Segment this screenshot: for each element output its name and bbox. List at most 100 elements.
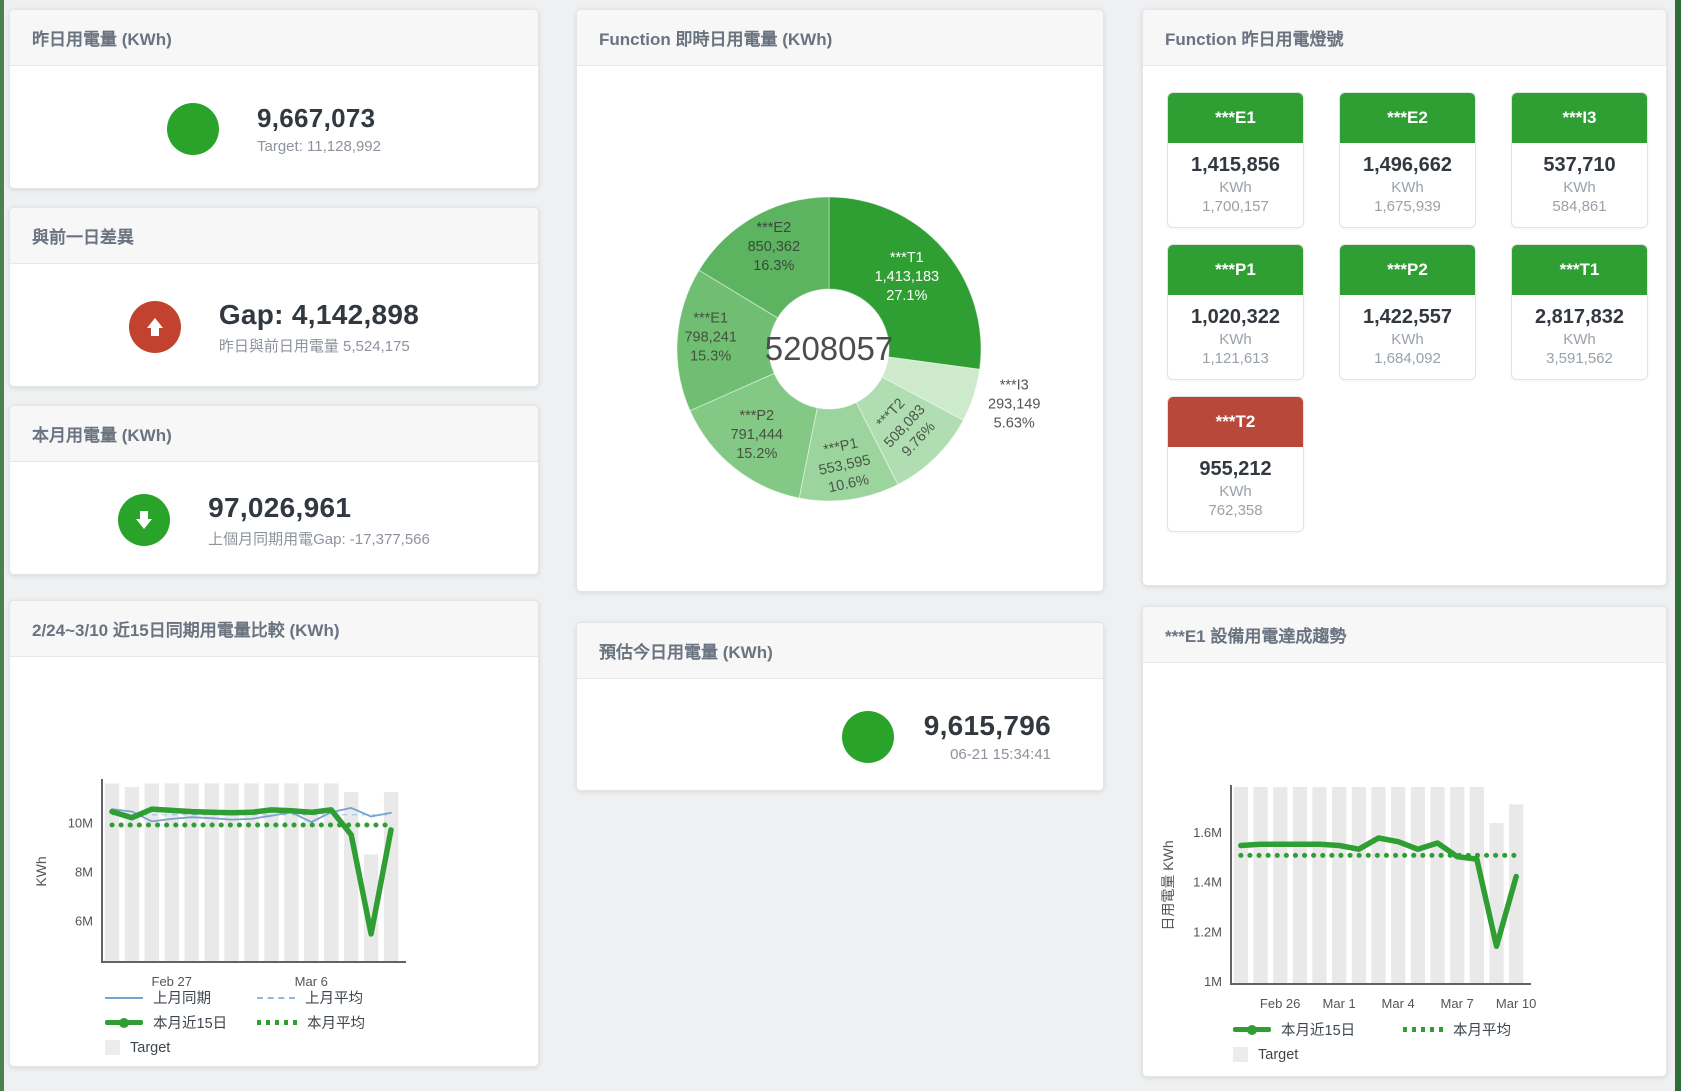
- status-tile[interactable]: ***T1 2,817,832 KWh 3,591,562: [1511, 244, 1648, 380]
- card-realtime-donut: Function 即時日用電量 (KWh) ***T1 1,413,183 27.1…: [576, 9, 1104, 592]
- compare-line-chart[interactable]: 6M 8M 10M Feb 27 Mar 6 KWh: [10, 657, 538, 1071]
- tile-value: 2,817,832: [1535, 306, 1624, 328]
- tile-target-value: 1,121,613: [1202, 350, 1269, 367]
- realtime-donut-chart[interactable]: ***T1 1,413,183 27.1%***I3 293,149 5.63%***T…: [577, 66, 1103, 595]
- card-title: 昨日用電量 (KWh): [10, 10, 538, 66]
- legend-swatch-square-gray: [105, 1040, 120, 1055]
- tile-unit: KWh: [1219, 179, 1252, 196]
- legend-label: Target: [130, 1039, 171, 1056]
- svg-text:1M: 1M: [1204, 974, 1222, 989]
- card-title: Function 即時日用電量 (KWh): [577, 10, 1103, 66]
- svg-text:Mar 4: Mar 4: [1382, 996, 1415, 1011]
- card-title: 預估今日用電量 (KWh): [577, 623, 1103, 679]
- legend-label: 本月近15日: [153, 1016, 228, 1032]
- svg-text:10M: 10M: [68, 816, 93, 831]
- legend-item[interactable]: Target: [105, 1037, 257, 1058]
- kpi-value: Gap: 4,142,898: [218, 298, 420, 330]
- status-circle-green: [167, 103, 219, 155]
- svg-text:1.4M: 1.4M: [1193, 875, 1222, 890]
- kpi-value: 97,026,961: [208, 491, 352, 523]
- legend-swatch-dot-green: [257, 1020, 297, 1025]
- svg-text:Feb 26: Feb 26: [1260, 996, 1300, 1011]
- e1-trend-line-chart[interactable]: 1M 1.2M 1.4M 1.6M Feb 26 Mar 1 Mar 4 Mar 7 Mar 1…: [1143, 663, 1666, 1081]
- tile-name: ***I3: [1512, 93, 1647, 143]
- compare-chart-legend: 上月同期 上月平均本月近15日 本月平均 Target: [105, 987, 365, 1058]
- tile-value: 1,415,856: [1191, 154, 1280, 176]
- legend-item[interactable]: 上月平均: [257, 987, 365, 1008]
- tile-unit: KWh: [1563, 179, 1596, 196]
- legend-item[interactable]: Target: [1233, 1044, 1403, 1065]
- svg-text:5208057: 5208057: [765, 330, 893, 367]
- svg-text:1.2M: 1.2M: [1193, 924, 1222, 939]
- legend-label: Target: [1258, 1046, 1299, 1063]
- svg-text:1.6M: 1.6M: [1193, 825, 1222, 840]
- legend-swatch-line-blue: [105, 996, 143, 999]
- card-e1-trend-chart: ***E1 設備用電達成趨勢 1M 1.2M 1.4M 1.6M Feb 26 Mar 1…: [1142, 606, 1667, 1077]
- legend-item[interactable]: 本月近15日: [1233, 1019, 1403, 1040]
- kpi-subtitle: 上個月同期用電Gap: -17,377,566: [208, 530, 430, 548]
- card-compare-chart: 2/24~3/10 近15日同期用電量比較 (KWh) 6M 8M 10M Feb 2…: [9, 600, 539, 1067]
- legend-item[interactable]: 本月平均: [1403, 1019, 1511, 1040]
- status-tile[interactable]: ***T2 955,212 KWh 762,358: [1167, 396, 1304, 532]
- card-title: 本月用電量 (KWh): [10, 406, 538, 462]
- status-circle-green: [841, 710, 894, 763]
- trend-chart-legend: 本月近15日 本月平均 Target: [1233, 1019, 1511, 1065]
- page-left-accent: [0, 0, 4, 1091]
- page-right-accent: [1675, 0, 1681, 1091]
- status-tile-grid: ***E1 1,415,856 KWh 1,700,157 ***E2 1,496,662…: [1143, 66, 1666, 558]
- tile-target-value: 1,684,092: [1374, 350, 1441, 367]
- legend-label: 本月近15日: [1281, 1023, 1356, 1039]
- kpi-subtitle: 昨日與前日用電量 5,524,175: [218, 337, 410, 355]
- legend-item[interactable]: 上月同期: [105, 987, 257, 1008]
- tile-target-value: 584,861: [1552, 198, 1607, 215]
- tile-value: 1,496,662: [1363, 154, 1452, 176]
- legend-swatch-square-gray: [1233, 1047, 1248, 1062]
- card-title: 與前一日差異: [10, 208, 538, 264]
- tile-name: ***P1: [1168, 245, 1303, 295]
- tile-unit: KWh: [1219, 483, 1252, 500]
- status-tile[interactable]: ***P1 1,020,322 KWh 1,121,613: [1167, 244, 1304, 380]
- status-tile[interactable]: ***E2 1,496,662 KWh 1,675,939: [1339, 92, 1476, 228]
- card-status-lights: Function 昨日用電燈號 ***E1 1,415,856 KWh 1,700,1…: [1142, 9, 1667, 586]
- tile-target-value: 762,358: [1208, 502, 1263, 519]
- tile-unit: KWh: [1391, 331, 1424, 348]
- kpi-timestamp: 06-21 15:34:41: [950, 746, 1051, 763]
- legend-swatch-dash-blue: [257, 996, 295, 999]
- legend-swatch-dot-green: [1403, 1027, 1443, 1032]
- svg-text:Mar 7: Mar 7: [1441, 996, 1474, 1011]
- status-tile[interactable]: ***E1 1,415,856 KWh 1,700,157: [1167, 92, 1304, 228]
- tile-target-value: 1,700,157: [1202, 198, 1269, 215]
- tile-name: ***P2: [1340, 245, 1475, 295]
- card-day-gap: 與前一日差異 Gap: 4,142,898 昨日與前日用電量 5,524,175: [9, 207, 539, 387]
- arrow-up-icon: [128, 301, 181, 353]
- tile-unit: KWh: [1219, 331, 1252, 348]
- card-today-estimate: 預估今日用電量 (KWh) 9,615,796 06-21 15:34:41: [576, 622, 1104, 791]
- status-tile[interactable]: ***I3 537,710 KWh 584,861: [1511, 92, 1648, 228]
- svg-text:Mar 10: Mar 10: [1496, 996, 1536, 1011]
- tile-name: ***E2: [1340, 93, 1475, 143]
- tile-unit: KWh: [1391, 179, 1424, 196]
- tile-name: ***T1: [1512, 245, 1647, 295]
- svg-text:6M: 6M: [75, 913, 93, 928]
- legend-label: 本月平均: [1453, 1023, 1511, 1039]
- tile-target-value: 3,591,562: [1546, 350, 1613, 367]
- svg-text:Mar 6: Mar 6: [295, 974, 328, 989]
- tile-value: 955,212: [1199, 458, 1272, 480]
- card-title: Function 昨日用電燈號: [1143, 10, 1666, 66]
- arrow-down-icon: [118, 494, 171, 546]
- legend-item[interactable]: 本月平均: [257, 1012, 365, 1033]
- svg-text:8M: 8M: [75, 865, 93, 880]
- card-yesterday-usage: 昨日用電量 (KWh) 9,667,073 Target: 11,128,992: [9, 9, 539, 189]
- legend-swatch-line-green: [1233, 1024, 1271, 1035]
- svg-text:日用電量 KWh: 日用電量 KWh: [1160, 840, 1176, 930]
- card-month-usage: 本月用電量 (KWh) 97,026,961 上個月同期用電Gap: -17,3…: [9, 405, 539, 575]
- legend-label: 本月平均: [307, 1016, 365, 1032]
- status-tile[interactable]: ***P2 1,422,557 KWh 1,684,092: [1339, 244, 1476, 380]
- svg-text:Mar 1: Mar 1: [1323, 996, 1356, 1011]
- legend-item[interactable]: 本月近15日: [105, 1012, 257, 1033]
